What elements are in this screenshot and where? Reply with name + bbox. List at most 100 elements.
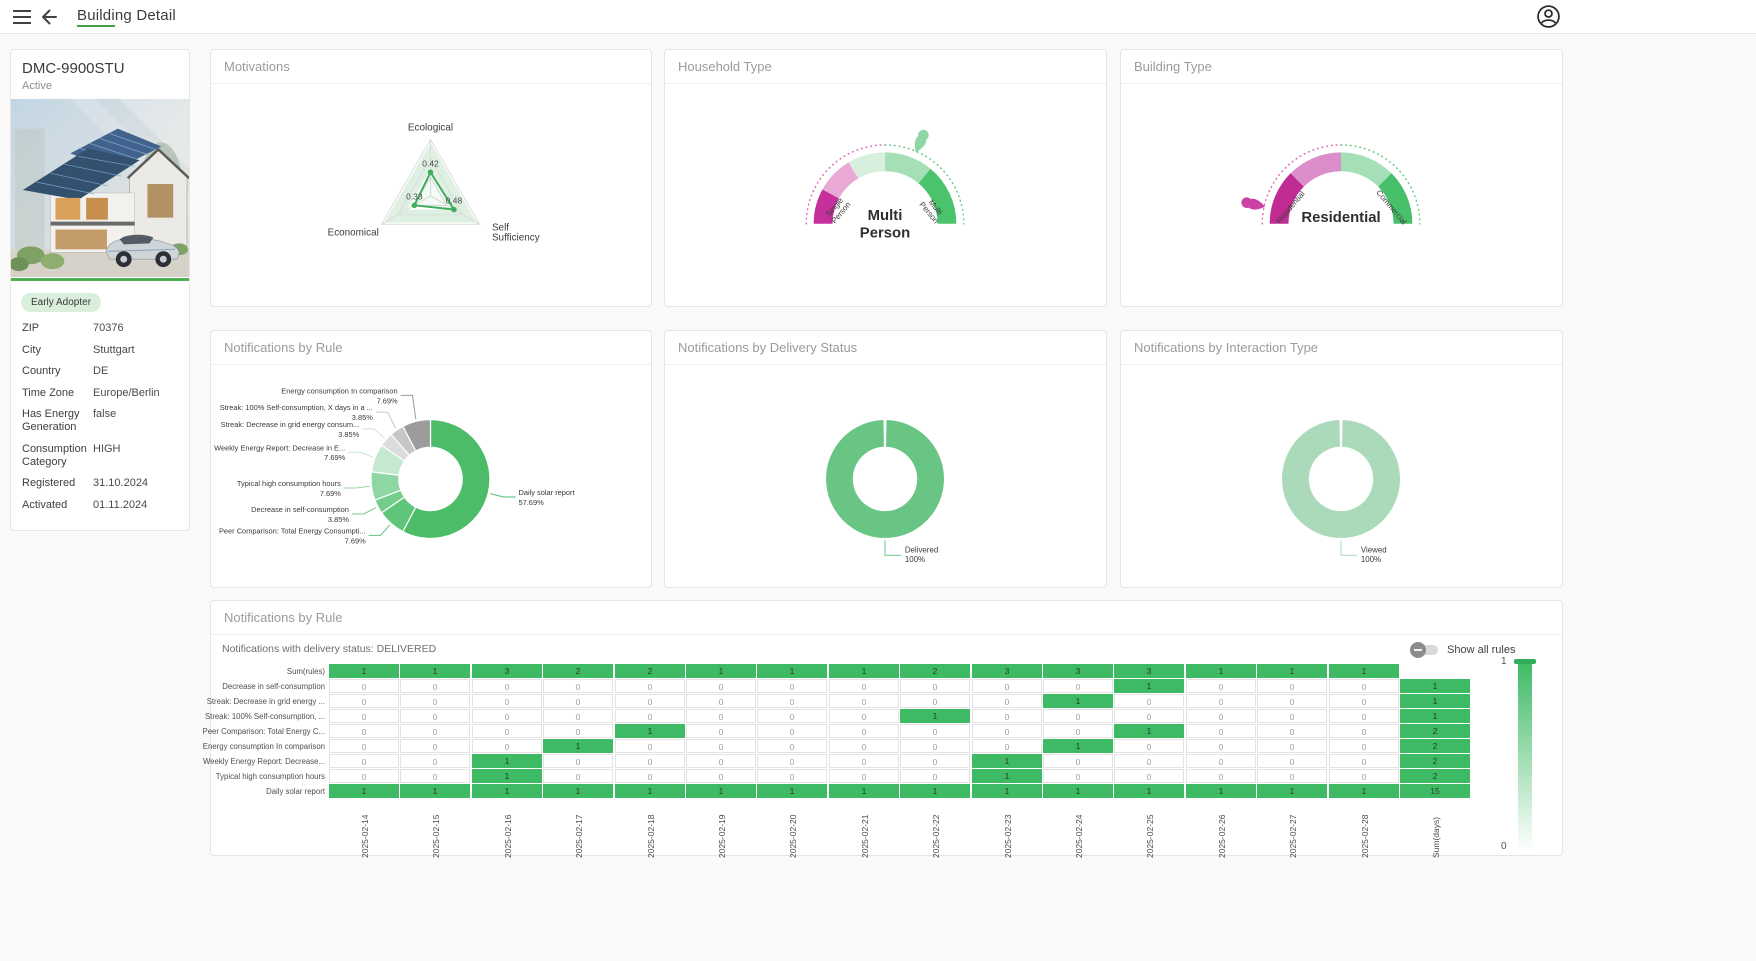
svg-text:Delivered: Delivered bbox=[905, 545, 938, 554]
heatmap-cell: 1 bbox=[472, 754, 542, 768]
heatmap-column-label: 2025-02-27 bbox=[1287, 814, 1298, 858]
show-all-rules-toggle[interactable] bbox=[1410, 642, 1440, 658]
heatmap-column-label: 2025-02-21 bbox=[859, 814, 870, 858]
heatmap-cell: 0 bbox=[757, 739, 827, 753]
heatmap-cell: 0 bbox=[1257, 739, 1327, 753]
heatmap-cell: 0 bbox=[472, 694, 542, 708]
heatmap-cell: 1 bbox=[757, 664, 827, 678]
heatmap-cell: 1 bbox=[1400, 679, 1470, 693]
heatmap-cell: 0 bbox=[400, 754, 470, 768]
heatmap-cell: 0 bbox=[1257, 709, 1327, 723]
heatmap-cell: 0 bbox=[400, 694, 470, 708]
svg-text:7.69%: 7.69% bbox=[345, 536, 366, 545]
panel-title: Notifications by Rule bbox=[211, 331, 651, 365]
svg-text:Weekly Energy Report: Decrease: Weekly Energy Report: Decrease in E... bbox=[214, 443, 345, 452]
heatmap-cell: 0 bbox=[329, 679, 399, 693]
heatmap-cell: 0 bbox=[615, 754, 685, 768]
legend-handle[interactable] bbox=[1514, 659, 1536, 664]
svg-text:Peer Comparison: Total Energy: Peer Comparison: Total Energy Consumpti.… bbox=[219, 526, 366, 535]
heatmap-cell: 1 bbox=[329, 664, 399, 678]
heatmap-cell: 1 bbox=[472, 784, 542, 798]
legend-min-label: 0 bbox=[1501, 841, 1507, 852]
heatmap-cell: 0 bbox=[1329, 769, 1399, 783]
heatmap-cell: 0 bbox=[472, 679, 542, 693]
heatmap-cell: 1 bbox=[1257, 784, 1327, 798]
heatmap-cell: 0 bbox=[972, 679, 1042, 693]
heatmap-cell: 0 bbox=[1257, 724, 1327, 738]
heatmap-cell: 0 bbox=[829, 679, 899, 693]
gauge-segment bbox=[1269, 173, 1304, 224]
heatmap-cell: 0 bbox=[686, 709, 756, 723]
heatmap-cell: 0 bbox=[400, 709, 470, 723]
heatmap-cell: 0 bbox=[1186, 694, 1256, 708]
heatmap-row-label: Streak: 100% Self-consumption, ... bbox=[204, 712, 325, 721]
heatmap-cell: 0 bbox=[686, 754, 756, 768]
heatmap-cell: 0 bbox=[686, 679, 756, 693]
gauge-segment bbox=[1341, 152, 1392, 187]
heatmap-cell: 0 bbox=[757, 754, 827, 768]
heatmap-column-label: 2025-02-19 bbox=[716, 814, 727, 858]
heatmap-cell: 0 bbox=[972, 694, 1042, 708]
account-circle-icon[interactable] bbox=[1536, 4, 1561, 29]
svg-text:0.48: 0.48 bbox=[446, 196, 463, 206]
early-adopter-badge: Early Adopter bbox=[21, 293, 102, 312]
building-id: DMC-9900STU bbox=[22, 60, 125, 77]
gauge-segment bbox=[1378, 173, 1413, 224]
heatmap-row-label: Streak: Decrease in grid energy ... bbox=[206, 697, 325, 706]
heatmap-cell: 0 bbox=[1114, 694, 1184, 708]
heatmap-cell: 15 bbox=[1400, 784, 1470, 798]
heatmap-cell: 0 bbox=[1043, 754, 1113, 768]
heatmap-cell: 2 bbox=[900, 664, 970, 678]
heatmap-cell: 0 bbox=[1257, 679, 1327, 693]
heatmap-column-label: Sum(days) bbox=[1430, 816, 1441, 858]
heatmap-cell: 0 bbox=[400, 724, 470, 738]
heatmap-cell: 1 bbox=[1186, 664, 1256, 678]
pie-slice bbox=[825, 419, 945, 539]
heatmap-cell: 0 bbox=[615, 679, 685, 693]
toggle-thumb-icon bbox=[1410, 642, 1426, 658]
heatmap-cell: 0 bbox=[1186, 739, 1256, 753]
svg-text:7.69%: 7.69% bbox=[320, 489, 341, 498]
heatmap-cell: 0 bbox=[900, 724, 970, 738]
heatmap-column-label: 2025-02-17 bbox=[573, 814, 584, 858]
heatmap-cell: 0 bbox=[1329, 679, 1399, 693]
heatmap-cell: 1 bbox=[1043, 694, 1113, 708]
heatmap-cell: 0 bbox=[1114, 709, 1184, 723]
heatmap-legend-bar[interactable] bbox=[1518, 661, 1532, 851]
building-status: Active bbox=[22, 80, 52, 92]
heatmap-cell: 0 bbox=[400, 679, 470, 693]
heatmap-column-label: 2025-02-25 bbox=[1144, 814, 1155, 858]
heatmap-cell: 1 bbox=[543, 784, 613, 798]
svg-text:Streak: 100% Self-consumption,: Streak: 100% Self-consumption, X days in… bbox=[220, 403, 373, 412]
heatmap-row-label: Sum(rules) bbox=[286, 667, 325, 676]
heatmap-cell: 3 bbox=[1043, 664, 1113, 678]
heatmap-cell: 1 bbox=[1114, 724, 1184, 738]
heatmap-cell: 0 bbox=[829, 754, 899, 768]
heatmap-cell: 0 bbox=[1043, 679, 1113, 693]
back-arrow-icon[interactable] bbox=[40, 8, 58, 26]
heatmap-cell: 0 bbox=[400, 739, 470, 753]
svg-text:Economical: Economical bbox=[328, 228, 379, 239]
heatmap-cell: 1 bbox=[400, 784, 470, 798]
gauge-segment bbox=[848, 152, 886, 179]
heatmap-cell: 2 bbox=[543, 664, 613, 678]
svg-text:3.85%: 3.85% bbox=[352, 413, 373, 422]
heatmap-cell: 0 bbox=[757, 679, 827, 693]
heatmap-cell: 1 bbox=[615, 724, 685, 738]
heatmap-cell: 0 bbox=[615, 769, 685, 783]
menu-icon[interactable] bbox=[13, 10, 31, 24]
heatmap-cell: 0 bbox=[900, 679, 970, 693]
heatmap-cell: 0 bbox=[1257, 754, 1327, 768]
heatmap-cell: 0 bbox=[329, 709, 399, 723]
building-card: DMC-9900STU Active bbox=[10, 49, 190, 531]
heatmap-cell: 0 bbox=[1114, 769, 1184, 783]
pie-slice bbox=[402, 418, 432, 452]
heatmap-cell: 1 bbox=[1329, 664, 1399, 678]
page-title: Building Detail bbox=[77, 7, 176, 24]
heatmap-cell: 0 bbox=[1186, 709, 1256, 723]
panel-interaction-type: Notifications by Interaction Type Viewed… bbox=[1120, 330, 1563, 588]
detail-row: Consumption Category HIGH bbox=[22, 442, 121, 468]
